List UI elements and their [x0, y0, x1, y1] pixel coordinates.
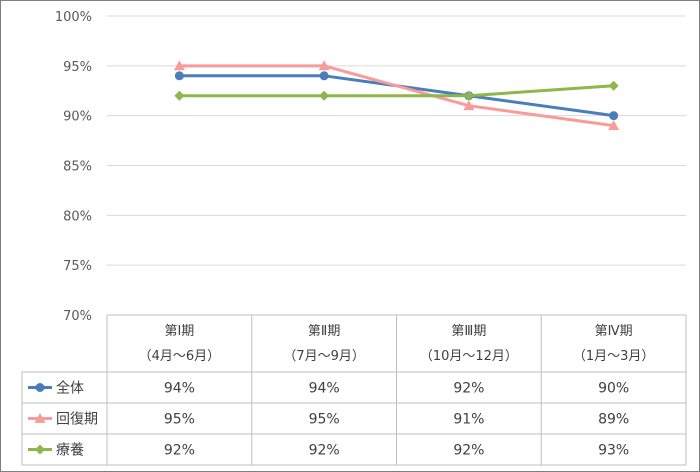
data-point	[608, 120, 620, 131]
category-label: 第Ⅲ期	[451, 324, 486, 339]
legend-key-marker	[35, 444, 45, 455]
data-point	[173, 60, 185, 71]
table-cell-value: 89%	[598, 412, 629, 428]
series-line-1	[179, 64, 614, 128]
data-point	[319, 90, 330, 101]
data-point	[608, 80, 619, 91]
table-cell-value: 95%	[164, 412, 195, 428]
series-line-2	[179, 84, 614, 98]
y-tick-label: 95%	[63, 60, 92, 75]
table-cell-value: 94%	[164, 381, 195, 397]
data-point	[174, 71, 184, 81]
data-point	[609, 111, 619, 121]
legend-key-marker	[35, 383, 45, 392]
data-point	[463, 100, 475, 111]
table-cell-value: 90%	[598, 381, 629, 397]
table-cell-value: 94%	[309, 381, 340, 397]
category-label: 第Ⅰ期	[164, 324, 194, 339]
y-tick-label: 90%	[63, 110, 92, 125]
y-tick-label: 70%	[63, 309, 92, 324]
series-name: 療養	[56, 442, 84, 459]
category-sublabel: （7月～9月）	[283, 349, 365, 364]
data-point	[319, 71, 329, 81]
y-tick-label: 85%	[63, 160, 92, 175]
legend-key-marker	[34, 413, 46, 423]
series-name: 全体	[56, 380, 84, 397]
table-cell-value: 92%	[453, 381, 484, 397]
table-cell-value: 92%	[309, 443, 340, 459]
data-point	[463, 90, 474, 101]
table-cell-value: 95%	[309, 412, 340, 428]
category-sublabel: （1月～3月）	[573, 349, 655, 364]
table-cell-value: 91%	[453, 412, 484, 428]
y-tick-label: 75%	[63, 259, 92, 274]
data-point	[318, 60, 330, 71]
y-tick-label: 80%	[63, 209, 92, 224]
table-cell-value: 93%	[598, 443, 629, 459]
category-sublabel: （10月～12月）	[420, 349, 518, 364]
table-cell-value: 92%	[453, 443, 484, 459]
category-label: 第Ⅳ期	[595, 324, 633, 339]
table-cell-value: 92%	[164, 443, 195, 459]
category-label: 第Ⅱ期	[308, 324, 340, 339]
y-tick-label: 100%	[55, 10, 92, 25]
category-sublabel: （4月～6月）	[139, 349, 221, 364]
series-name: 回復期	[56, 411, 98, 428]
data-point	[174, 90, 185, 101]
